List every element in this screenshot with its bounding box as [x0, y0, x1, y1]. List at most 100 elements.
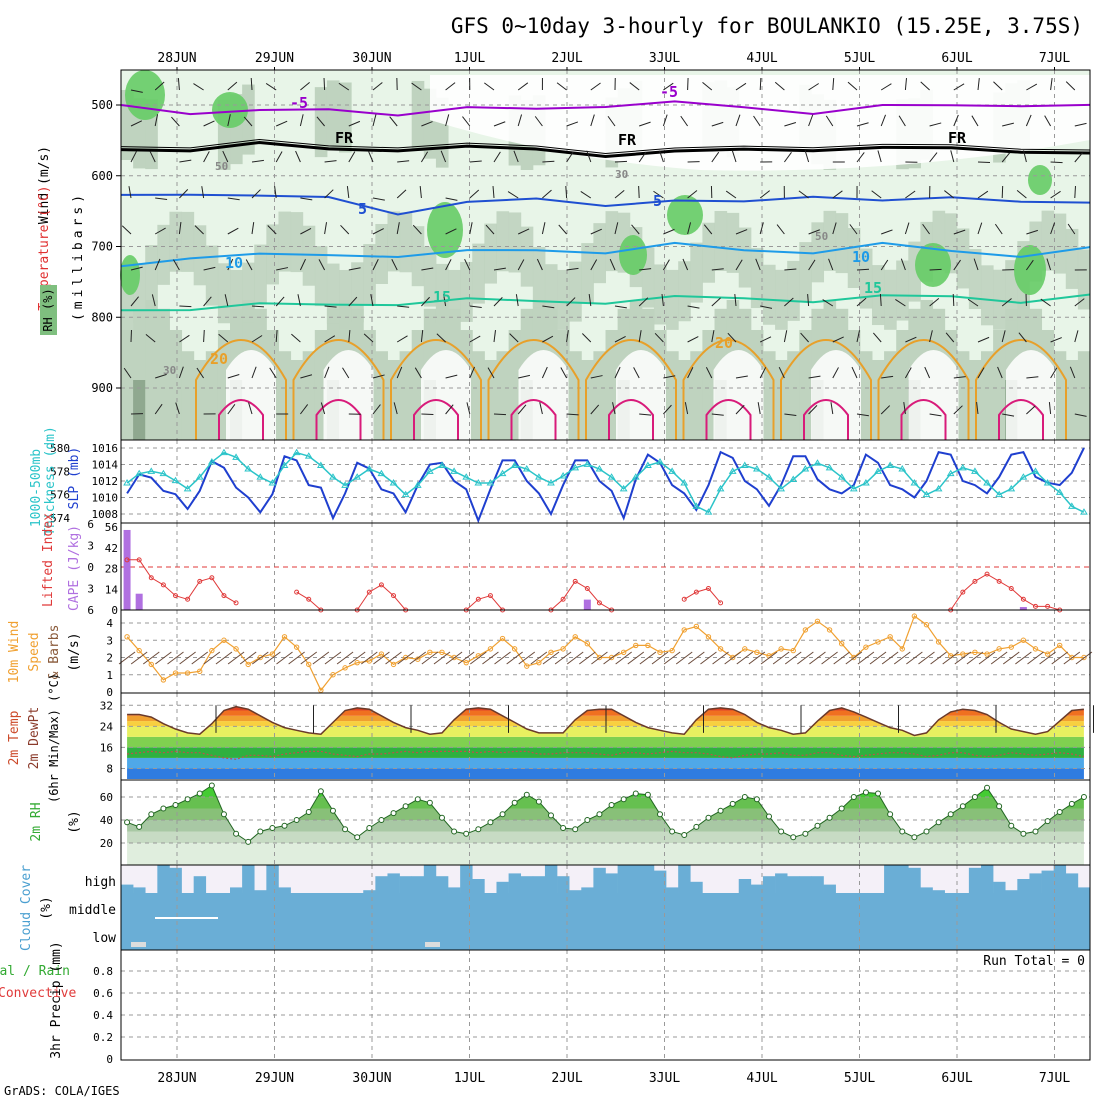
wind-barb [342, 367, 350, 379]
wind-speed-marker [124, 634, 130, 640]
cloud-high-bar [920, 887, 933, 893]
wind-speed-marker [960, 651, 966, 657]
wind-barb-10m [675, 651, 693, 665]
wind-barb-10m [1027, 651, 1044, 665]
wind-barb [324, 222, 328, 235]
temp-color-band [127, 747, 1084, 758]
wind-barb-10m [893, 651, 911, 665]
cloud-high-bar [121, 884, 134, 893]
rh-marker [293, 817, 300, 823]
wind-barb [300, 197, 313, 201]
ylabel-pressure: (millibars) [71, 191, 86, 321]
rh-marker [608, 802, 615, 809]
slp-tick-label: 1010 [92, 492, 119, 505]
wind-barb [267, 225, 277, 235]
wind-barb [735, 259, 743, 271]
wind-barb [663, 228, 675, 235]
chart-title: GFS 0~10day 3-hourly for BOULANKIO (15.2… [451, 14, 1083, 38]
thickness-marker [207, 458, 216, 465]
rh-mid-band [302, 225, 316, 286]
wind-barb [735, 229, 748, 235]
wind-barb [149, 150, 156, 163]
cloud-cover-panel: high middle low [69, 864, 1091, 951]
wind-barb [154, 114, 159, 127]
precip-tick-label: 0.6 [93, 987, 113, 1000]
wind-speed-marker [754, 649, 760, 656]
thickness-marker [377, 469, 386, 477]
wind-speed-marker [560, 646, 566, 652]
lifted-tick-label: 0 [87, 561, 94, 574]
rh-humid-patch [915, 243, 951, 287]
thickness-tick-label: 576 [50, 489, 70, 502]
wind-barb [227, 404, 236, 415]
rh-marker [1032, 828, 1039, 835]
wind-barb [291, 333, 301, 343]
slp-tick-label: 1008 [92, 508, 119, 521]
lifted-index-marker [560, 596, 566, 602]
wind-speed-marker [790, 647, 796, 654]
rh-marker [838, 805, 845, 812]
wind-barb [830, 402, 834, 415]
wind-barb [1001, 152, 1011, 163]
rh-mid-band [169, 330, 183, 440]
wind-barb [445, 228, 457, 235]
wind-barb [849, 224, 858, 235]
rh-dry-tongue [908, 350, 959, 440]
wind-barb [179, 305, 192, 308]
wind-barb [203, 151, 210, 163]
wind-barb [517, 259, 525, 271]
lifted-index-marker [693, 589, 699, 595]
rh-marker [342, 826, 349, 833]
rh-mid-band [738, 227, 752, 288]
wind-speed-marker [439, 649, 445, 656]
wind-barb [1050, 337, 1062, 343]
thickness-marker [135, 469, 144, 477]
wind-barb [1040, 298, 1051, 307]
ylabel-thickness-1: 1000-500mb [29, 449, 44, 527]
wind-barb [224, 294, 229, 307]
thickness-marker [607, 473, 616, 480]
wind-barb [633, 367, 640, 379]
wind-barb-10m [906, 651, 923, 665]
rh-marker [572, 826, 579, 833]
wind-barb-10m [688, 651, 705, 665]
wind-barb [566, 267, 579, 271]
wind-barb [994, 223, 1003, 235]
rh-marker [596, 811, 603, 818]
rh-marker [329, 807, 336, 814]
wind-barb [900, 258, 906, 271]
wind-barb [318, 259, 326, 271]
thickness-line [126, 451, 1085, 514]
wind-barb [586, 150, 592, 163]
date-label-top: 7JUL [1039, 51, 1070, 66]
rh-mid-band [169, 211, 183, 272]
wind-barb [440, 150, 447, 163]
cloud-high-bar [133, 887, 146, 893]
ytick-label: 900 [91, 381, 113, 395]
wind-barb [753, 115, 761, 127]
wind-barb [590, 259, 598, 271]
wind-barb [251, 159, 264, 163]
wind-barb [872, 332, 882, 343]
wind-speed-marker [972, 649, 978, 656]
wind-barb [493, 297, 503, 307]
wind-speed-marker [354, 659, 360, 666]
wind-barb [755, 258, 761, 271]
isotherm-25-arch [900, 399, 947, 440]
wind-barb [735, 375, 748, 379]
wind-barb [295, 150, 301, 163]
wind-barb-10m [385, 651, 402, 665]
thickness-marker [522, 465, 531, 472]
isotherm-temp_15 [120, 293, 1091, 312]
rh-marker [487, 819, 494, 826]
wind-speed-marker [1032, 646, 1039, 652]
thickness-marker [946, 469, 955, 477]
wind-barb [929, 152, 938, 163]
wind-barb [324, 305, 337, 308]
wind-barb [953, 405, 963, 415]
isotherm-20-arch [975, 339, 1067, 440]
wind-barb [663, 375, 676, 379]
wind-barb [711, 330, 715, 343]
rh-marker [426, 799, 433, 806]
wind-barb [711, 268, 724, 271]
